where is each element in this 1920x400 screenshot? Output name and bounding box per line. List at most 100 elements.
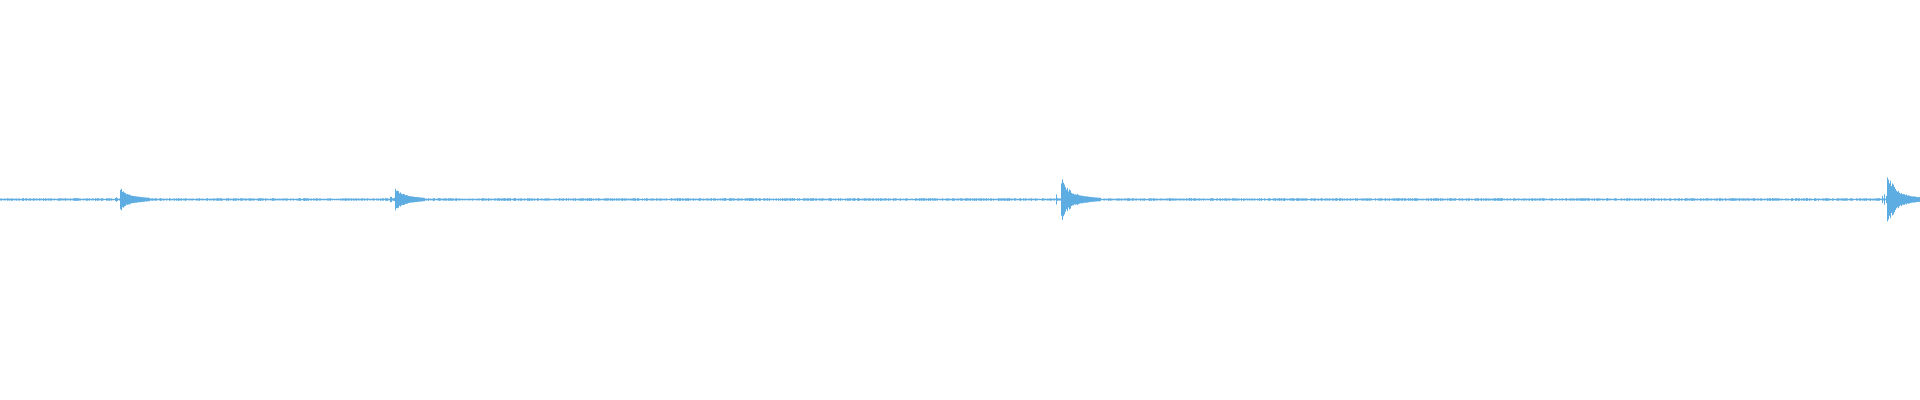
- waveform-sample: [121, 188, 122, 211]
- waveform-sample: [1587, 198, 1588, 201]
- waveform-sample: [660, 198, 661, 201]
- waveform-sample: [1748, 198, 1749, 201]
- waveform-sample: [235, 198, 236, 201]
- waveform-sample: [79, 198, 80, 201]
- waveform-sample: [720, 198, 721, 201]
- waveform-sample: [1651, 198, 1652, 201]
- waveform-sample: [435, 198, 436, 201]
- waveform-sample: [607, 198, 608, 201]
- waveform-sample: [473, 198, 474, 201]
- waveform-sample: [914, 198, 915, 201]
- waveform-sample: [1080, 195, 1081, 204]
- waveform-sample: [721, 198, 722, 201]
- waveform-sample: [1124, 198, 1125, 201]
- waveform-sample: [481, 198, 482, 201]
- waveform-sample: [707, 198, 708, 201]
- waveform-sample: [1711, 198, 1712, 201]
- waveform-sample: [1840, 198, 1841, 201]
- waveform-sample: [909, 198, 910, 201]
- waveform-sample: [792, 198, 793, 201]
- waveform-sample: [1414, 198, 1415, 201]
- waveform-sample: [598, 198, 599, 201]
- waveform-sample: [1290, 198, 1291, 201]
- waveform-sample: [1869, 198, 1870, 201]
- waveform-sample: [270, 198, 271, 201]
- waveform-sample: [1230, 198, 1231, 201]
- waveform-sample: [1241, 198, 1242, 201]
- waveform-sample: [1151, 198, 1152, 201]
- waveform-sample: [1528, 198, 1529, 201]
- waveform-sample: [49, 198, 50, 201]
- waveform-sample: [1683, 198, 1684, 201]
- waveform-sample: [1913, 196, 1914, 203]
- waveform-sample: [1562, 198, 1563, 201]
- waveform-sample: [145, 197, 146, 202]
- waveform-sample: [283, 198, 284, 201]
- waveform-sample: [339, 198, 340, 201]
- waveform-sample: [771, 198, 772, 201]
- waveform-sample: [529, 198, 530, 201]
- waveform-sample: [465, 198, 466, 201]
- waveform-sample: [641, 198, 642, 201]
- waveform-sample: [7, 198, 8, 201]
- waveform-sample: [212, 198, 213, 201]
- waveform-sample: [543, 198, 544, 201]
- waveform-sample: [1146, 198, 1147, 201]
- waveform-sample: [1691, 198, 1692, 201]
- waveform-sample: [1444, 198, 1445, 201]
- waveform-sample: [1242, 198, 1243, 201]
- waveform-sample: [1170, 198, 1171, 201]
- waveform-sample: [1053, 198, 1054, 201]
- waveform-sample: [1541, 198, 1542, 201]
- waveform-sample: [1654, 198, 1655, 201]
- waveform-sample: [1314, 198, 1315, 201]
- waveform-sample: [693, 198, 694, 201]
- waveform-sample: [328, 198, 329, 201]
- waveform-sample: [1631, 198, 1632, 201]
- waveform-sample: [623, 198, 624, 201]
- waveform-sample: [559, 198, 560, 201]
- waveform-sample: [1281, 198, 1282, 201]
- waveform-sample: [1901, 192, 1902, 206]
- waveform-sample: [1533, 198, 1534, 201]
- waveform-sample: [764, 198, 765, 201]
- waveform-sample: [1384, 198, 1385, 201]
- waveform-sample: [1398, 198, 1399, 201]
- waveform-sample: [397, 190, 398, 209]
- waveform-sample: [941, 198, 942, 201]
- waveform-sample: [186, 198, 187, 201]
- waveform-sample: [639, 198, 640, 201]
- waveform-sample: [53, 198, 54, 201]
- waveform-sample: [892, 198, 893, 201]
- waveform-sample: [72, 198, 73, 201]
- waveform-sample: [206, 198, 207, 201]
- waveform-sample: [191, 198, 192, 201]
- waveform-sample: [1342, 198, 1343, 201]
- waveform-sample: [443, 198, 444, 201]
- waveform-sample: [802, 198, 803, 201]
- waveform-sample: [628, 198, 629, 201]
- waveform-sample: [71, 198, 72, 201]
- waveform-sample: [95, 198, 96, 201]
- waveform-sample: [1476, 198, 1477, 201]
- waveform-sample: [1703, 198, 1704, 201]
- waveform-sample: [1239, 198, 1240, 201]
- waveform-sample: [1198, 198, 1199, 201]
- waveform-sample: [535, 198, 536, 201]
- waveform-sample: [801, 198, 802, 201]
- waveform-sample: [1263, 198, 1264, 201]
- waveform-sample: [542, 198, 543, 201]
- waveform-sample: [1693, 198, 1694, 201]
- waveform-sample: [214, 198, 215, 201]
- waveform-sample: [1576, 198, 1577, 201]
- waveform-sample: [533, 198, 534, 201]
- waveform-sample: [25, 198, 26, 201]
- waveform-sample: [1898, 190, 1899, 209]
- waveform-sample: [842, 198, 843, 201]
- waveform-sample: [729, 198, 730, 201]
- waveform-sample: [1486, 198, 1487, 201]
- waveform-sample: [1292, 198, 1293, 201]
- waveform-sample: [627, 198, 628, 201]
- waveform-sample: [815, 198, 816, 201]
- waveform-sample: [657, 198, 658, 201]
